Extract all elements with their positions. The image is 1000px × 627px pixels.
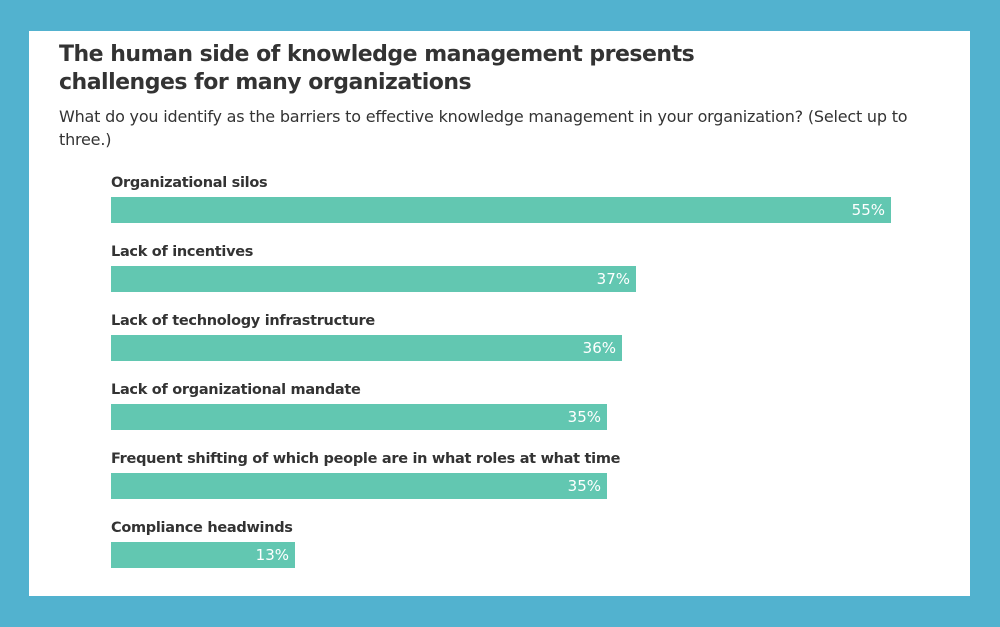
chart-card: The human side of knowledge management p… <box>29 31 970 596</box>
bar: 37% <box>111 266 636 292</box>
bar-category-label: Lack of incentives <box>111 244 254 260</box>
bar-value-label: 55% <box>851 201 885 219</box>
bar: 36% <box>111 335 622 361</box>
bar-value-label: 13% <box>255 546 289 564</box>
bar-value-label: 35% <box>567 477 601 495</box>
bar: 35% <box>111 404 607 430</box>
bar-category-label: Compliance headwinds <box>111 520 293 536</box>
bar: 55% <box>111 197 891 223</box>
bar: 35% <box>111 473 607 499</box>
bar: 13% <box>111 542 295 568</box>
bar-category-label: Frequent shifting of which people are in… <box>111 451 621 467</box>
bar-category-label: Lack of technology infrastructure <box>111 313 375 329</box>
bar-value-label: 35% <box>567 408 601 426</box>
chart-title: The human side of knowledge management p… <box>59 42 695 95</box>
bar-chart: Organizational silos 55% Lack of incentive… <box>29 31 970 596</box>
bar-category-label: Lack of organizational mandate <box>111 382 361 398</box>
bar-value-label: 37% <box>596 270 630 288</box>
chart-subtitle: What do you identify as the barriers to … <box>59 107 908 149</box>
bar-category-label: Organizational silos <box>111 175 268 191</box>
bar-value-label: 36% <box>582 339 616 357</box>
